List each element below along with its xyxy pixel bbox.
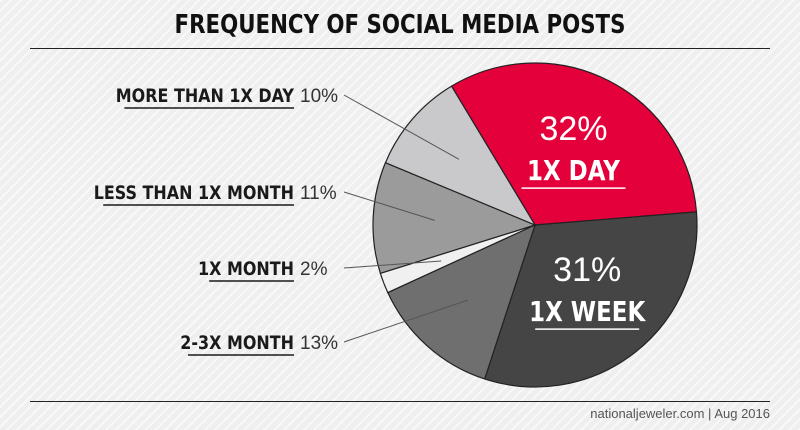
callout-2-3x-month: 13% 2-3X MONTH [180, 299, 469, 356]
callout-leader-line [343, 299, 469, 343]
slice-percent-1x-week: 31% [553, 251, 621, 289]
callout-percent: 10% [300, 86, 338, 107]
pie-slice-1x-week [483, 211, 698, 388]
callout-1x-month: 2% 1X MONTH [198, 259, 442, 282]
callout-label: MORE THAN 1X DAY [116, 86, 294, 108]
callout-less-than-1x-month: 11% LESS THAN 1X MONTH [94, 183, 435, 221]
pie-slice-more-than-1x-day [384, 85, 537, 227]
callout-percent: 13% [300, 333, 338, 354]
callout-label: LESS THAN 1X MONTH [94, 183, 294, 205]
chart-title: FREQUENCY OF SOCIAL MEDIA POSTS [174, 10, 626, 40]
pie-slice-less-than-1x-month [372, 161, 537, 275]
source-credit: nationaljeweler.com | Aug 2016 [590, 406, 770, 421]
title-rule [30, 48, 770, 49]
callout-leader-line [343, 191, 435, 221]
slice-label-1x-week: 1X WEEK [529, 296, 646, 329]
slice-percent-1x-day: 32% [539, 110, 607, 148]
callout-percent: 11% [300, 183, 337, 204]
callout-percent: 2% [300, 259, 328, 280]
slice-label-1x-day: 1X DAY [527, 155, 620, 188]
callout-more-than-1x-day: 10% MORE THAN 1X DAY [116, 86, 460, 160]
pie-slice-1x-day [450, 62, 698, 226]
callout-label: 1X MONTH [198, 259, 294, 281]
callout-leader-line [343, 260, 442, 269]
callout-leader-line [343, 94, 460, 160]
callout-label: 2-3X MONTH [180, 333, 294, 355]
footer-rule [30, 401, 770, 402]
